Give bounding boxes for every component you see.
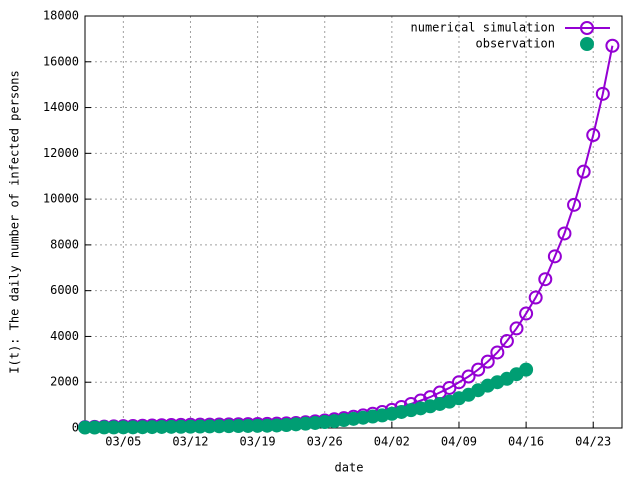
marker: [490, 345, 505, 360]
x-tick-label: 03/19: [240, 435, 276, 449]
marker: [499, 334, 514, 349]
marker: [547, 249, 562, 264]
legend-marker: [580, 37, 594, 51]
x-tick-label: 04/09: [441, 435, 477, 449]
marker: [519, 362, 534, 377]
marker: [538, 272, 553, 287]
y-tick-label: 18000: [43, 9, 79, 23]
y-tick-label: 12000: [43, 146, 79, 160]
marker: [509, 321, 524, 336]
x-tick-label: 03/05: [105, 435, 141, 449]
legend-marker: [580, 21, 594, 35]
y-tick-label: 2000: [50, 375, 79, 389]
x-tick-label: 04/23: [575, 435, 611, 449]
x-tick-label: 04/02: [374, 435, 410, 449]
marker: [557, 226, 572, 241]
marker: [595, 86, 610, 101]
marker: [519, 306, 534, 321]
y-tick-label: 6000: [50, 283, 79, 297]
series-line: [84, 45, 614, 429]
marker: [567, 197, 582, 212]
marker: [576, 164, 591, 179]
x-tick-label: 03/26: [307, 435, 343, 449]
plot-frame: [84, 15, 623, 429]
y-axis-label: I(t): The daily number of infected perso…: [8, 70, 22, 373]
y-tick-label: 10000: [43, 192, 79, 206]
legend-label: observation: [476, 37, 555, 51]
y-tick-label: 16000: [43, 54, 79, 68]
marker: [586, 128, 601, 143]
y-tick-label: 8000: [50, 237, 79, 251]
marker: [605, 38, 620, 53]
x-axis-label: date: [335, 461, 364, 475]
marker: [528, 290, 543, 305]
marker: [471, 362, 486, 377]
y-tick-label: 4000: [50, 329, 79, 343]
y-tick-label: 0: [72, 421, 79, 435]
marker: [480, 354, 495, 369]
legend-label: numerical simulation: [411, 21, 556, 35]
x-tick-label: 04/16: [508, 435, 544, 449]
marker: [461, 369, 476, 384]
y-tick-label: 14000: [43, 100, 79, 114]
x-tick-label: 03/12: [172, 435, 208, 449]
